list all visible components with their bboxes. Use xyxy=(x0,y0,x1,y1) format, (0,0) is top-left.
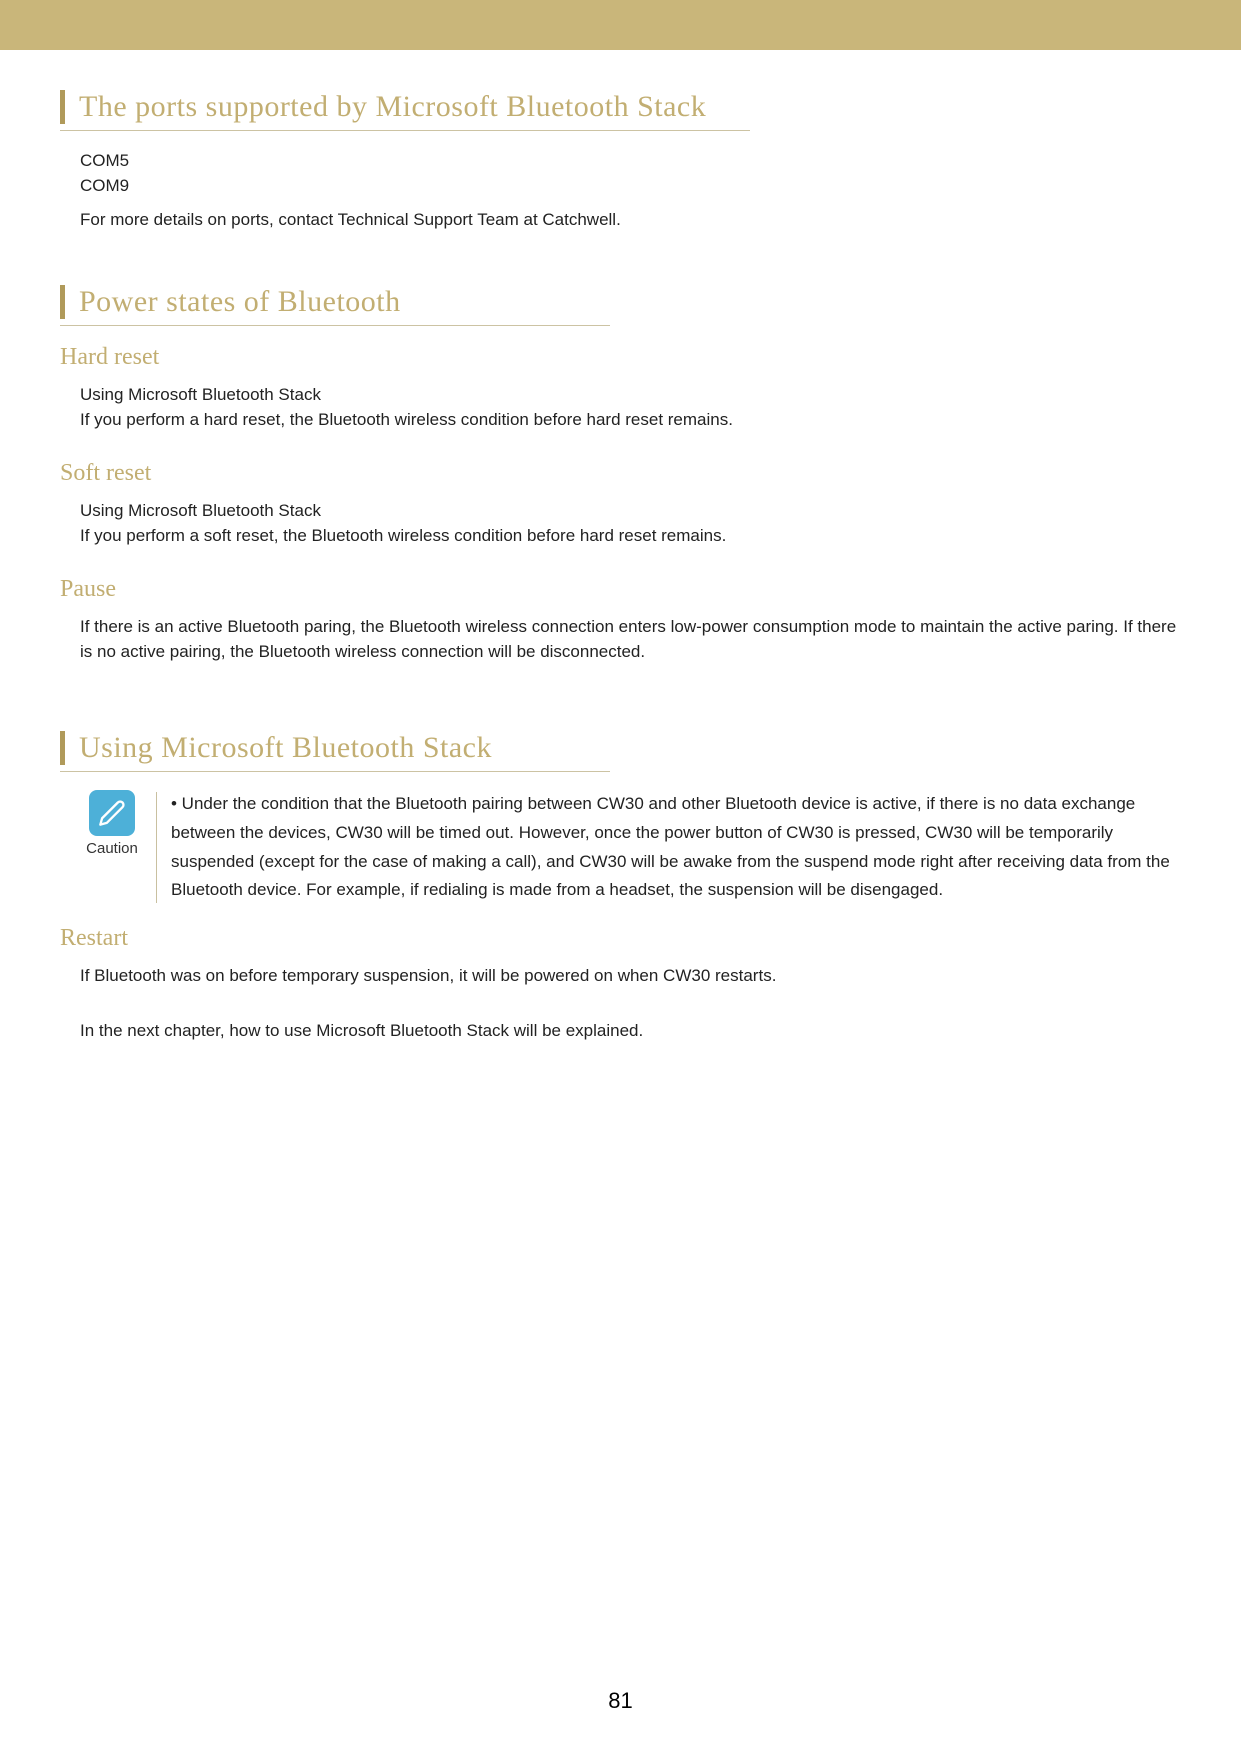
hard-reset-title: Hard reset xyxy=(60,344,1181,371)
caution-divider xyxy=(156,792,157,904)
page-number: 81 xyxy=(0,1688,1241,1714)
using-heading: Using Microsoft Bluetooth Stack xyxy=(60,731,1181,765)
page-content: The ports supported by Microsoft Bluetoo… xyxy=(0,50,1241,1044)
caution-text: • Under the condition that the Bluetooth… xyxy=(171,790,1181,906)
using-underline xyxy=(60,771,610,772)
pause-title: Pause xyxy=(60,576,1181,603)
hard-reset-line2: If you perform a hard reset, the Bluetoo… xyxy=(80,408,1181,433)
caution-pencil-icon xyxy=(89,790,135,836)
restart-line2: In the next chapter, how to use Microsof… xyxy=(80,1019,1181,1044)
caution-block: Caution • Under the condition that the B… xyxy=(80,790,1181,906)
port-com5: COM5 xyxy=(80,149,1181,174)
power-heading: Power states of Bluetooth xyxy=(60,285,1181,319)
soft-reset-body: Using Microsoft Bluetooth Stack If you p… xyxy=(80,499,1181,548)
hard-reset-line1: Using Microsoft Bluetooth Stack xyxy=(80,383,1181,408)
top-banner xyxy=(0,0,1241,50)
ports-underline xyxy=(60,130,750,131)
port-com9: COM9 xyxy=(80,174,1181,199)
pause-text: If there is an active Bluetooth paring, … xyxy=(80,615,1181,664)
soft-reset-title: Soft reset xyxy=(60,460,1181,487)
ports-detail: For more details on ports, contact Techn… xyxy=(80,208,1181,233)
caution-icon-column: Caution xyxy=(80,790,150,857)
caution-label: Caution xyxy=(80,840,144,857)
hard-reset-body: Using Microsoft Bluetooth Stack If you p… xyxy=(80,383,1181,432)
power-underline xyxy=(60,325,610,326)
restart-title: Restart xyxy=(60,925,1181,952)
soft-reset-line2: If you perform a soft reset, the Bluetoo… xyxy=(80,524,1181,549)
ports-heading: The ports supported by Microsoft Bluetoo… xyxy=(60,90,1181,124)
restart-line1: If Bluetooth was on before temporary sus… xyxy=(80,964,1181,989)
ports-body: COM5 COM9 xyxy=(80,149,1181,198)
soft-reset-line1: Using Microsoft Bluetooth Stack xyxy=(80,499,1181,524)
